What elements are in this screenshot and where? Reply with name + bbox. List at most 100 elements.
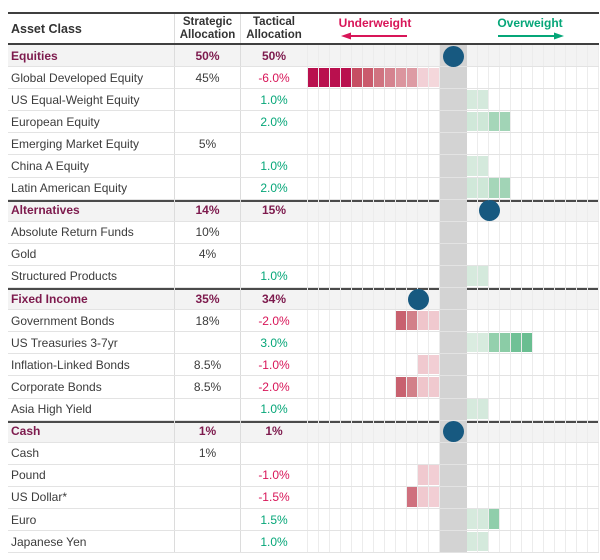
table-row: Global Developed Equity 45% -6.0% <box>8 67 599 90</box>
asset-class-label: Asia High Yield <box>8 398 175 420</box>
table-row: Government Bonds 18% -2.0% <box>8 310 599 333</box>
asset-class-label: Government Bonds <box>8 310 175 332</box>
tilt-heat-cell <box>478 531 488 552</box>
underweight-grid <box>307 310 440 332</box>
underweight-grid <box>307 486 440 508</box>
strategic-allocation-value: 8.5% <box>175 354 241 376</box>
tilt-chart-cell <box>307 398 599 420</box>
underweight-grid <box>307 177 440 199</box>
overweight-grid <box>467 133 599 155</box>
asset-class-label: China A Equity <box>8 155 175 177</box>
tilt-chart-cell <box>307 243 599 265</box>
tilt-heat-cell <box>478 509 488 530</box>
strategic-allocation-value: 18% <box>175 310 241 332</box>
neutral-zone-column <box>440 155 467 177</box>
underweight-grid <box>307 265 440 288</box>
table-row: Latin American Equity 2.0% <box>8 177 599 200</box>
asset-class-label: Absolute Return Funds <box>8 221 175 243</box>
tactical-allocation-value <box>241 222 307 243</box>
tactical-allocation-value: -6.0% <box>258 70 290 85</box>
tilt-heat-cell <box>385 67 395 88</box>
tactical-allocation-value: -1.0% <box>258 468 290 483</box>
tilt-heat-cell <box>330 67 340 88</box>
underweight-grid <box>307 464 440 486</box>
tilt-chart-cell <box>307 288 599 310</box>
neutral-zone-column <box>440 508 467 531</box>
tactical-allocation-value: 1.0% <box>260 402 288 417</box>
neutral-zone-column <box>440 89 467 111</box>
tilt-chart-cell <box>307 155 599 177</box>
column-header-strategic-allocation: Strategic Allocation <box>175 14 241 43</box>
underweight-grid <box>307 45 440 67</box>
asset-class-label: European Equity <box>8 111 175 133</box>
tactical-allocation-value: 15% <box>261 203 287 218</box>
overweight-grid <box>467 199 599 221</box>
tilt-heat-cell <box>429 376 439 397</box>
tilt-heat-cell <box>511 332 521 353</box>
asset-class-label: Global Developed Equity <box>8 67 175 89</box>
tilt-chart-cell <box>307 442 599 464</box>
tactical-allocation-value: 1.0% <box>260 534 288 549</box>
tactical-allocation-value: 2.0% <box>260 114 288 129</box>
strategic-allocation-value <box>175 531 241 553</box>
asset-class-label: Fixed Income <box>8 288 175 310</box>
neutral-zone-column <box>440 531 467 553</box>
tilt-heat-cell <box>396 376 406 397</box>
tilt-heat-cell <box>467 332 477 353</box>
tilt-heat-cell <box>467 509 477 530</box>
tactical-header-line1: Tactical <box>253 15 295 28</box>
overweight-arrow-icon <box>498 32 564 40</box>
neutral-zone-column <box>440 398 467 420</box>
tactical-allocation-value <box>241 133 307 154</box>
tilt-heat-cell <box>500 111 510 132</box>
overweight-grid <box>467 221 599 243</box>
underweight-arrow-icon <box>341 32 407 40</box>
underweight-grid <box>307 221 440 243</box>
table-body: Equities 50% 50% Global Developed Equity 45%… <box>8 45 599 554</box>
tilt-heat-cell <box>418 465 428 485</box>
tilt-heat-cell <box>407 67 417 88</box>
tilt-heat-cell <box>478 155 488 176</box>
overweight-grid <box>467 354 599 376</box>
tactical-allocation-value: 50% <box>261 48 287 63</box>
table-row: Asia High Yield 1.0% <box>8 398 599 421</box>
table-header: Asset Class Strategic Allocation Tactica… <box>8 12 599 45</box>
table-row: US Dollar* -1.5% <box>8 486 599 509</box>
overweight-grid <box>467 310 599 332</box>
table-row: Absolute Return Funds 10% <box>8 221 599 244</box>
allocation-dot <box>478 200 500 222</box>
tilt-chart-cell <box>307 332 599 354</box>
underweight-label: Underweight <box>338 16 412 30</box>
strategic-allocation-value <box>175 111 241 133</box>
neutral-zone-column <box>440 442 467 464</box>
underweight-grid <box>307 398 440 420</box>
tilt-heat-cell <box>478 399 488 419</box>
tilt-chart-cell <box>307 354 599 376</box>
neutral-zone-column <box>440 265 467 288</box>
asset-class-label: Equities <box>8 45 175 67</box>
tilt-chart-cell <box>307 486 599 508</box>
strategic-allocation-value <box>175 398 241 420</box>
tilt-heat-cell <box>467 531 477 552</box>
asset-class-label: Latin American Equity <box>8 177 175 199</box>
table-row: Cash 1% <box>8 442 599 465</box>
strategic-allocation-value: 1% <box>175 442 241 464</box>
neutral-zone-column <box>440 376 467 398</box>
tactical-allocation-value: -2.0% <box>258 313 290 328</box>
underweight-grid <box>307 354 440 376</box>
neutral-zone-column <box>440 221 467 243</box>
tilt-chart-cell <box>307 177 599 199</box>
overweight-grid <box>467 243 599 265</box>
tactical-allocation-value: -1.5% <box>258 490 290 505</box>
strategic-allocation-value <box>175 177 241 199</box>
allocation-table: Asset Class Strategic Allocation Tactica… <box>8 12 599 554</box>
strategic-allocation-value <box>175 332 241 354</box>
tilt-chart-cell <box>307 265 599 288</box>
neutral-zone-column <box>440 243 467 265</box>
asset-class-label: Cash <box>8 442 175 464</box>
tilt-heat-cell <box>478 111 488 132</box>
overweight-grid <box>467 265 599 288</box>
strategic-allocation-value: 5% <box>175 133 241 155</box>
tilt-heat-cell <box>467 111 477 132</box>
